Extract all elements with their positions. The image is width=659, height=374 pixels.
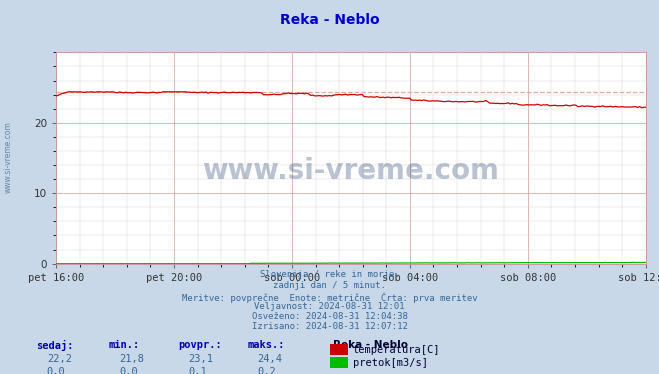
Text: Osveženo: 2024-08-31 12:04:38: Osveženo: 2024-08-31 12:04:38	[252, 312, 407, 321]
Text: 23,1: 23,1	[188, 354, 214, 364]
Text: zadnji dan / 5 minut.: zadnji dan / 5 minut.	[273, 281, 386, 290]
Text: Reka - Neblo: Reka - Neblo	[333, 340, 408, 350]
Text: sedaj:: sedaj:	[36, 340, 74, 350]
Text: Slovenija / reke in morje.: Slovenija / reke in morje.	[260, 270, 399, 279]
Text: min.:: min.:	[109, 340, 140, 350]
Text: 24,4: 24,4	[258, 354, 283, 364]
Text: Meritve: povprečne  Enote: metrične  Črta: prva meritev: Meritve: povprečne Enote: metrične Črta:…	[182, 292, 477, 303]
Text: temperatura[C]: temperatura[C]	[353, 345, 440, 355]
Text: Izrisano: 2024-08-31 12:07:12: Izrisano: 2024-08-31 12:07:12	[252, 322, 407, 331]
Text: 0,2: 0,2	[258, 367, 276, 374]
Text: www.si-vreme.com: www.si-vreme.com	[202, 157, 500, 185]
Text: 21,8: 21,8	[119, 354, 144, 364]
Text: 0,0: 0,0	[47, 367, 65, 374]
Text: maks.:: maks.:	[247, 340, 285, 350]
Text: Reka - Neblo: Reka - Neblo	[279, 13, 380, 27]
Text: 0,0: 0,0	[119, 367, 138, 374]
Text: Veljavnost: 2024-08-31 12:01: Veljavnost: 2024-08-31 12:01	[254, 302, 405, 311]
Text: povpr.:: povpr.:	[178, 340, 221, 350]
Text: 22,2: 22,2	[47, 354, 72, 364]
Text: pretok[m3/s]: pretok[m3/s]	[353, 358, 428, 368]
Text: www.si-vreme.com: www.si-vreme.com	[3, 121, 13, 193]
Text: 0,1: 0,1	[188, 367, 207, 374]
